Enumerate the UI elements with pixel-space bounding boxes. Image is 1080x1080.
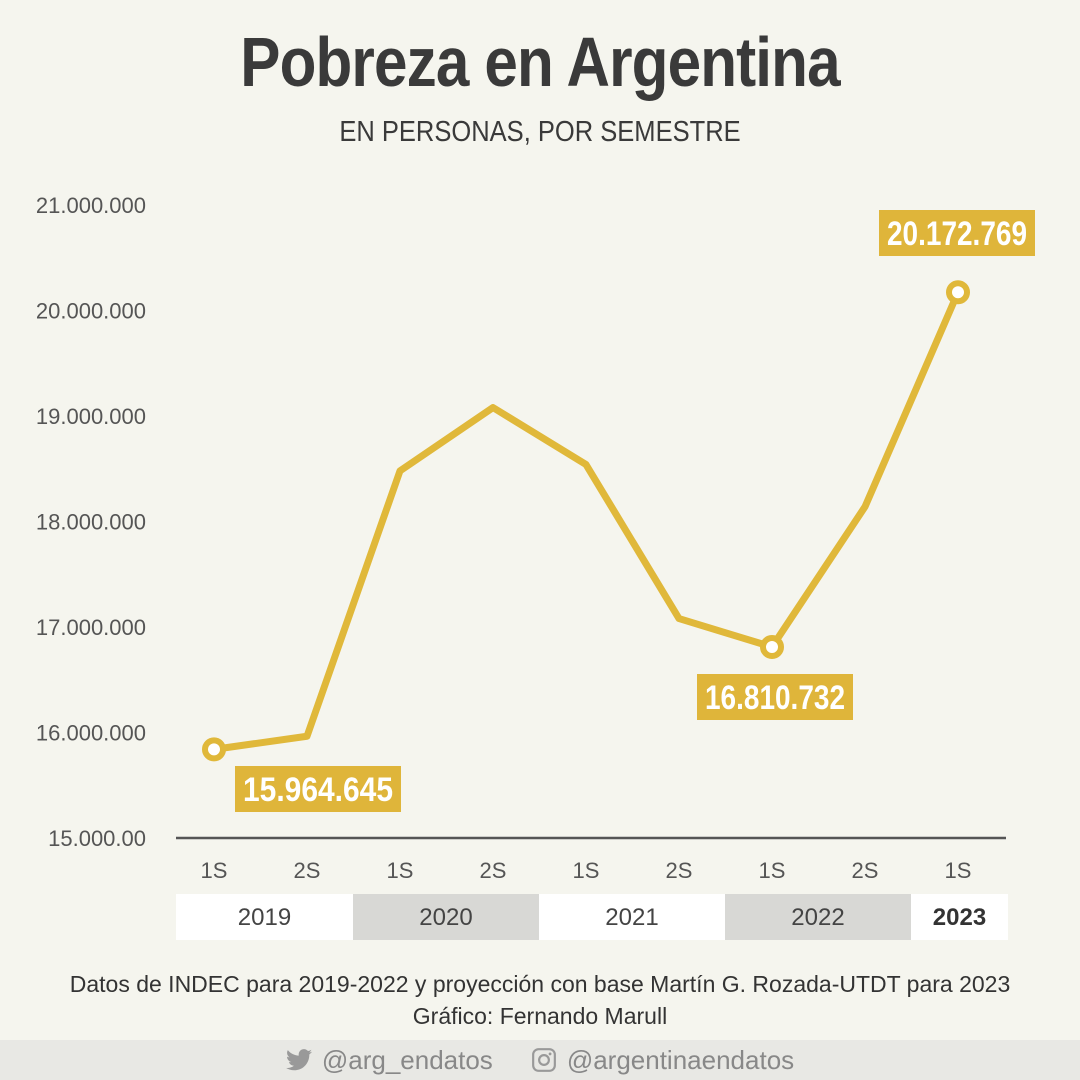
year-label: 2021 xyxy=(605,904,658,931)
x-tick-label: 2S xyxy=(852,858,879,883)
year-band xyxy=(353,894,539,940)
x-tick-label: 1S xyxy=(387,858,414,883)
y-tick-label: 19.000.000 xyxy=(36,404,146,429)
series-line xyxy=(210,288,962,753)
y-tick-label: 15.000.00 xyxy=(48,826,146,851)
year-label: 2022 xyxy=(791,904,844,931)
year-band xyxy=(176,894,353,940)
x-tick-label: 2S xyxy=(666,858,693,883)
twitter-handle-text: @arg_endatos xyxy=(321,1044,493,1075)
line-chart: 21.000.000 20.000.000 19.000.000 18.000.000… xyxy=(36,193,1035,940)
chart-subtitle: EN PERSONAS, POR SEMESTRE xyxy=(339,116,741,148)
source-line-1: Datos de INDEC para 2019-2022 y proyecci… xyxy=(69,971,1011,997)
x-tick-label: 1S xyxy=(201,858,228,883)
callout-box xyxy=(697,674,853,720)
y-tick-label: 16.000.000 xyxy=(36,721,146,746)
data-point-marker xyxy=(202,737,226,762)
x-tick-label: 1S xyxy=(759,858,786,883)
x-tick-label: 1S xyxy=(573,858,600,883)
x-tick-label: 2S xyxy=(480,858,507,883)
callout-label: 15.964.645 xyxy=(243,771,393,809)
chart-title: Pobreza en Argentina xyxy=(240,23,840,101)
callout-box xyxy=(879,210,1035,256)
y-tick-label: 20.000.000 xyxy=(36,299,146,324)
x-tick-label: 2S xyxy=(294,858,321,883)
year-label: 2019 xyxy=(238,904,291,931)
y-tick-label: 18.000.000 xyxy=(36,510,146,535)
y-tick-label: 21.000.000 xyxy=(36,193,146,218)
year-band xyxy=(539,894,725,940)
callout-box xyxy=(235,766,401,812)
source-line-2: Gráfico: Fernando Marull xyxy=(412,1003,668,1029)
twitter-handle[interactable]: @arg_endatos xyxy=(285,1044,493,1076)
instagram-handle-text: @argentinaendatos xyxy=(566,1044,795,1075)
twitter-bird-icon xyxy=(285,1049,312,1071)
y-tick-label: 17.000.000 xyxy=(36,615,146,640)
x-tick-label: 1S xyxy=(945,858,972,883)
instagram-handle[interactable]: @argentinaendatos xyxy=(531,1045,794,1076)
callout-label: 20.172.769 xyxy=(887,215,1027,253)
data-point-marker xyxy=(946,280,970,305)
data-point-marker xyxy=(760,634,784,659)
source-note: Datos de INDEC para 2019-2022 y proyecci… xyxy=(0,968,1080,1032)
callout-label: 16.810.732 xyxy=(705,679,845,717)
social-footer: @arg_endatos @argentinaendatos xyxy=(0,1040,1080,1080)
year-band xyxy=(725,894,911,940)
year-band xyxy=(911,894,1008,940)
year-label: 2020 xyxy=(419,904,472,931)
year-label: 2023 xyxy=(933,904,986,931)
instagram-icon xyxy=(531,1048,556,1072)
